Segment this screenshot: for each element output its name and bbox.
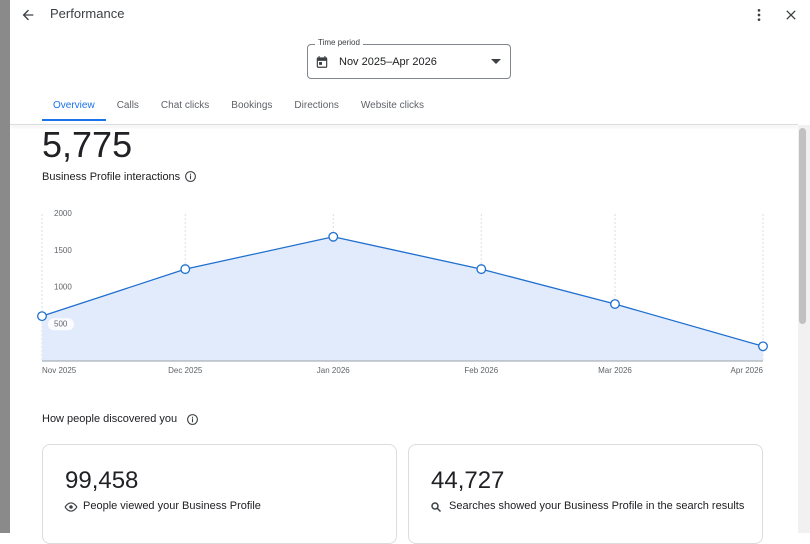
y-tick-label-bg bbox=[48, 281, 74, 294]
stat-card: 44,727 Searches showed your Business Pro… bbox=[408, 444, 763, 544]
info-icon[interactable] bbox=[184, 170, 197, 183]
line bbox=[41, 236, 764, 347]
tab-bar: Overview Calls Chat clicks Bookings Directio… bbox=[42, 100, 435, 121]
time-period-select[interactable] bbox=[307, 44, 511, 79]
point bbox=[180, 264, 191, 275]
card-label: Searches showed your Business Profile in… bbox=[449, 500, 745, 512]
x-tick-label: Dec 2025 bbox=[168, 366, 203, 375]
x-tick-label: Mar 2026 bbox=[598, 366, 632, 375]
card-label: People viewed your Business Profile bbox=[83, 500, 261, 512]
eye-icon bbox=[64, 502, 78, 512]
divider bbox=[10, 124, 798, 125]
info-icon[interactable] bbox=[186, 413, 199, 426]
time-period-value: Nov 2025–Apr 2026 bbox=[339, 56, 437, 68]
point bbox=[476, 264, 487, 275]
tab[interactable]: Chat clicks bbox=[160, 100, 210, 111]
x-tick-label: Apr 2026 bbox=[731, 366, 764, 375]
x-tick-label: Feb 2026 bbox=[464, 366, 498, 375]
section-title: How people discovered you bbox=[42, 413, 178, 425]
tab[interactable]: Bookings bbox=[231, 100, 273, 111]
y-tick-label-bg bbox=[48, 244, 74, 257]
close-button[interactable] bbox=[783, 7, 799, 23]
tab[interactable]: Directions bbox=[294, 100, 339, 111]
search-icon bbox=[431, 502, 442, 513]
y-tick-label-bg bbox=[48, 208, 74, 220]
y-tick-label: 2000 bbox=[54, 209, 72, 218]
tab[interactable]: Overview bbox=[42, 100, 106, 121]
scrollbar-thumb[interactable] bbox=[799, 128, 806, 324]
stat-card: 99,458 People viewed your Business Profi… bbox=[42, 444, 397, 544]
area bbox=[42, 236, 763, 361]
tab[interactable]: Website clicks bbox=[360, 100, 425, 111]
card-value: 99,458 bbox=[65, 467, 139, 494]
point bbox=[610, 299, 620, 309]
point bbox=[328, 231, 339, 242]
more-button[interactable] bbox=[751, 7, 767, 23]
y-tick-label-bg bbox=[48, 318, 74, 331]
back-button[interactable] bbox=[20, 7, 36, 23]
tab[interactable]: Calls bbox=[116, 100, 139, 111]
point bbox=[758, 341, 768, 352]
point bbox=[37, 311, 47, 322]
x-tick-label: Nov 2025 bbox=[42, 366, 77, 375]
x-tick-label: Jan 2026 bbox=[317, 366, 350, 375]
chart: Nov 2025 Dec 2025 Jan 2026 Feb 2026 Mar 2026… bbox=[37, 208, 768, 375]
dropdown-arrow bbox=[491, 59, 501, 64]
total-value: 5,775 bbox=[42, 124, 133, 165]
card-value: 44,727 bbox=[431, 467, 505, 494]
backdrop bbox=[0, 0, 10, 533]
dialog-title: Performance bbox=[50, 6, 125, 21]
total-label: Business Profile interactions bbox=[42, 171, 181, 183]
y-tick-label: 1000 bbox=[54, 283, 72, 292]
time-period-label: Time period bbox=[315, 38, 363, 47]
y-tick-label: 1500 bbox=[54, 246, 72, 255]
y-tick-label: 500 bbox=[54, 319, 68, 328]
calendar-icon bbox=[316, 56, 328, 68]
